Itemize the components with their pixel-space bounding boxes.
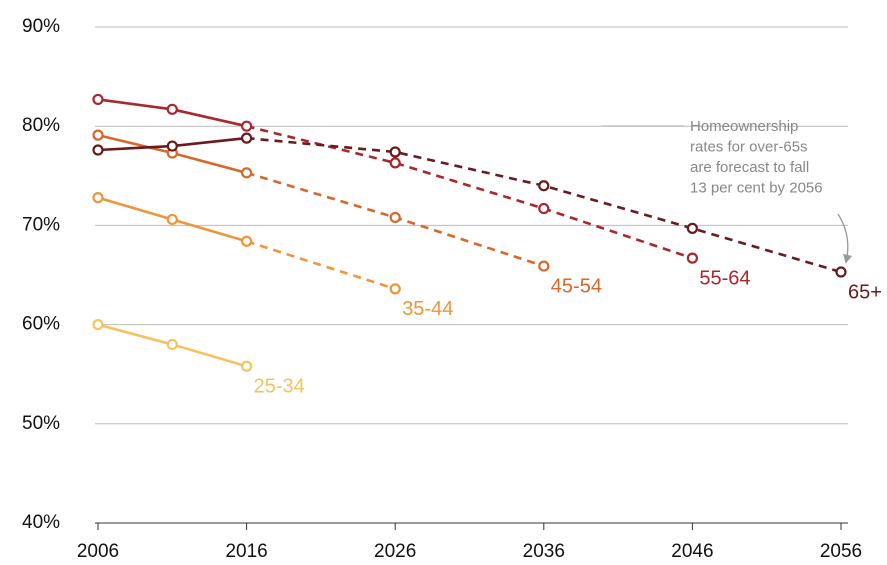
point (389, 211, 401, 224)
point (241, 167, 253, 179)
point (686, 222, 699, 234)
point (241, 360, 253, 372)
point (241, 120, 253, 132)
series-label: 25-34 (254, 376, 305, 398)
series-label: 35-44 (402, 298, 453, 320)
x-tick-label: 2046 (671, 541, 713, 562)
annotation-arrow (837, 213, 853, 264)
series-label: 65+ (848, 281, 882, 303)
point (92, 192, 104, 204)
point (92, 129, 104, 141)
x-tick-label: 2006 (77, 541, 119, 562)
point (166, 140, 178, 152)
point (241, 235, 253, 247)
point (166, 103, 178, 115)
y-tick-label: 70% (22, 214, 60, 235)
x-tick-label: 2016 (225, 541, 267, 562)
y-tick-label: 90% (22, 16, 60, 37)
x-tick-label: 2056 (820, 541, 862, 562)
grid: 40% 50% 60% 70% 80% 90% 2006 2016 2026 2036 2046 20… (22, 16, 862, 562)
annotation: 13 per cent by 2056 (690, 179, 823, 196)
line-forecast (246, 240, 396, 291)
x-tick-label: 2036 (523, 541, 565, 562)
point (92, 93, 104, 106)
line-forecast (246, 124, 693, 260)
point (538, 180, 550, 192)
point (686, 252, 699, 264)
x-tick-label: 2026 (374, 541, 416, 562)
annotation: rates for over-65s (690, 138, 808, 155)
point (835, 266, 847, 278)
point (538, 260, 550, 272)
y-tick-label: 50% (22, 413, 60, 434)
annotation: Homeownership (690, 118, 798, 135)
y-tick-label: 80% (22, 115, 60, 136)
point (538, 202, 550, 215)
point (389, 146, 401, 158)
y-tick-label: 40% (22, 512, 60, 533)
series-label: 55-64 (699, 267, 750, 289)
y-tick-label: 60% (22, 314, 60, 335)
point (389, 157, 401, 169)
point (92, 144, 104, 156)
lines: 25-34 35-44 45-54 55-64 65+ (92, 93, 882, 398)
annotation: are forecast to fall (690, 159, 809, 176)
point (241, 132, 253, 144)
point (92, 319, 104, 331)
point (166, 213, 178, 226)
point (166, 338, 178, 351)
point (389, 283, 401, 295)
series-label: 45-54 (551, 275, 602, 297)
